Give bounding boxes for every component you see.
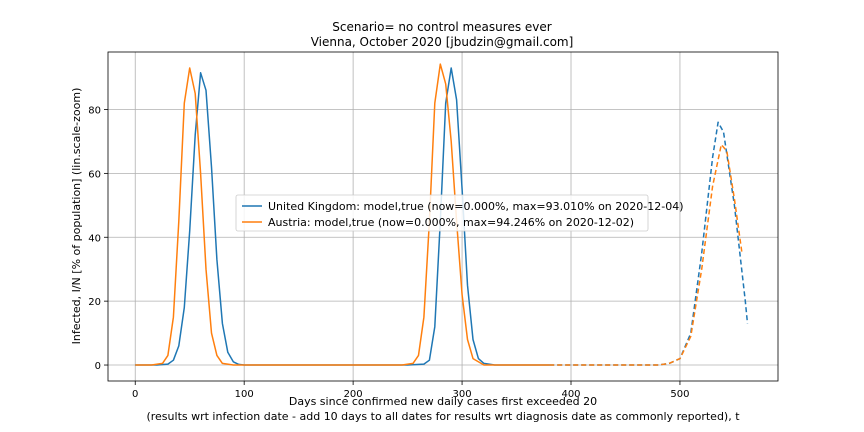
chart-title-line1: Scenario= no control measures ever [332,20,551,34]
legend: United Kingdom: model,true (now=0.000%, … [235,194,684,232]
y-tick-label: 60 [88,169,101,180]
legend-label-uk: United Kingdom: model,true (now=0.000%, … [268,200,684,213]
y-tick-label: 80 [88,105,101,116]
series-line-austria-forecast [549,143,743,366]
legend-label-austria: Austria: model,true (now=0.000%, max=94.… [268,216,634,229]
y-tick-label: 40 [88,233,101,244]
x-tick-label: 500 [670,389,689,400]
legend-box [235,194,649,232]
x-tick-label: 200 [344,389,363,400]
series-line-uk-forecast [549,121,749,366]
x-tick-label: 100 [235,389,254,400]
chart-title-line2: Vienna, October 2020 [jbudzin@gmail.com] [311,35,574,49]
y-tick-label: 20 [88,297,101,308]
x-axis-label-line1: Days since confirmed new daily cases fir… [289,395,597,408]
x-tick-label: 300 [453,389,472,400]
plot-frame [107,51,779,382]
y-tick-label: 0 [95,361,101,372]
x-tick-label: 0 [132,389,138,400]
ticks: 0 100 200 300 400 500 0 20 40 60 80 [88,105,689,400]
x-tick-label: 400 [561,389,580,400]
y-axis-label: Infected, I/N [% of population] (lin.sca… [70,88,83,345]
x-axis-label-line2: (results wrt infection date - add 10 day… [146,410,740,423]
